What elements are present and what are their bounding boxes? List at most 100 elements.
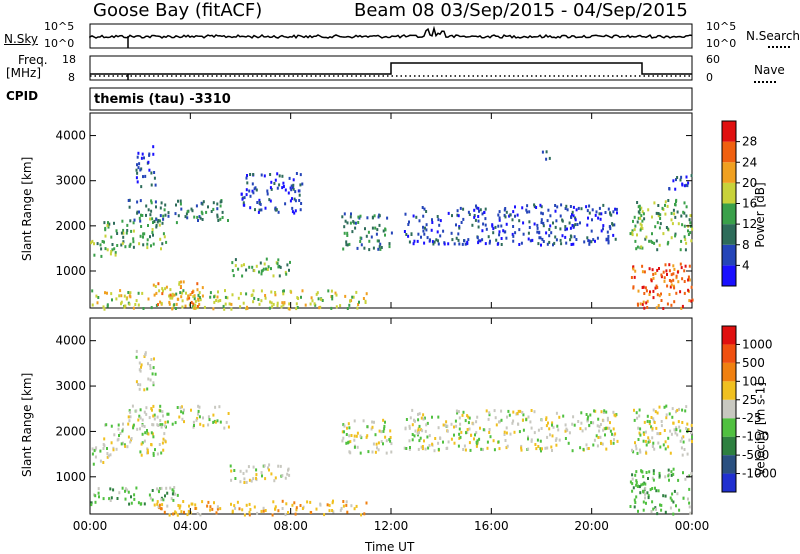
power-cell: [171, 307, 174, 311]
velocity-cell: [679, 439, 682, 443]
power-cell: [528, 210, 531, 214]
velocity-cell: [105, 423, 108, 427]
velocity-cell: [687, 428, 690, 432]
velocity-cell: [141, 424, 144, 428]
velocity-cell: [353, 507, 356, 511]
power-cell: [596, 236, 599, 240]
velocity-cell: [650, 425, 653, 429]
power-cell: [641, 246, 644, 250]
velocity-cell: [411, 408, 414, 412]
power-cell: [422, 229, 425, 233]
power-cell: [376, 239, 379, 243]
power-cell: [484, 242, 487, 246]
velocity-cell: [91, 452, 94, 456]
velocity-cell: [474, 433, 476, 437]
power-cell: [136, 163, 138, 167]
power-cell: [239, 305, 242, 309]
power-cell: [136, 155, 139, 159]
power-cell: [657, 214, 660, 218]
velocity-cell: [640, 469, 643, 473]
power-cell: [496, 242, 499, 246]
velocity-colorbar-tick-label: 500: [742, 356, 765, 370]
power-cell: [359, 214, 362, 218]
power-cell: [614, 237, 617, 241]
power-cell: [339, 304, 342, 308]
power-cell: [258, 198, 261, 202]
velocity-cell: [156, 500, 159, 504]
power-cell: [129, 291, 132, 295]
power-cell: [186, 216, 189, 220]
power-cell: [378, 214, 381, 218]
velocity-cell: [152, 451, 155, 455]
velocity-cell: [122, 427, 124, 431]
velocity-cell: [585, 443, 588, 447]
power-cell: [152, 145, 155, 149]
velocity-cell: [413, 418, 415, 422]
velocity-cell: [585, 413, 588, 416]
velocity-cell: [110, 424, 113, 428]
power-cell: [162, 232, 165, 236]
velocity-cell: [667, 445, 670, 449]
velocity-cell: [550, 445, 553, 449]
velocity-cell: [646, 491, 649, 495]
velocity-cell: [567, 441, 570, 445]
velocity-cell: [606, 416, 609, 420]
velocity-cell: [512, 410, 515, 414]
velocity-cell: [655, 507, 657, 511]
power-cell: [153, 219, 156, 223]
power-cell: [488, 241, 491, 245]
velocity-cell: [234, 506, 237, 510]
power-cell: [685, 214, 688, 218]
power-cell: [687, 181, 690, 185]
velocity-cell: [102, 497, 105, 501]
power-cell: [309, 302, 312, 306]
power-cell: [505, 210, 508, 214]
power-cell: [216, 202, 219, 206]
velocity-cell: [284, 513, 287, 517]
power-cell: [475, 204, 477, 208]
power-cell: [368, 239, 371, 243]
velocity-cell: [629, 480, 632, 484]
power-cell: [665, 269, 668, 273]
velocity-cell: [159, 487, 162, 491]
power-cell: [126, 223, 129, 227]
power-cell: [477, 225, 480, 229]
power-cell: [684, 238, 687, 241]
velocity-cell: [281, 507, 284, 510]
velocity-cell: [287, 467, 290, 471]
power-cell: [425, 228, 428, 232]
power-cell: [453, 242, 456, 246]
velocity-cell: [639, 433, 642, 437]
power-cell: [177, 199, 179, 203]
power-cell: [162, 214, 165, 218]
velocity-cell: [571, 449, 574, 453]
power-cell: [670, 283, 673, 287]
power-cell: [234, 264, 237, 268]
power-cell: [648, 267, 651, 271]
velocity-cell: [319, 502, 322, 506]
power-cell: [672, 264, 675, 268]
power-cell: [201, 286, 204, 290]
power-cell: [605, 237, 608, 241]
power-cell: [415, 215, 418, 219]
velocity-cell: [385, 439, 388, 443]
power-cell: [129, 242, 132, 246]
power-cell: [371, 226, 374, 230]
velocity-cell: [168, 513, 171, 517]
power-cell: [640, 214, 643, 218]
velocity-cell: [152, 414, 155, 418]
power-cell: [135, 168, 138, 172]
power-cell: [241, 274, 244, 278]
velocity-cell: [132, 423, 135, 427]
velocity-cell: [614, 414, 617, 418]
power-cell: [597, 216, 600, 220]
velocity-cell: [127, 490, 130, 494]
power-cell: [293, 197, 296, 201]
velocity-cell: [598, 425, 601, 429]
velocity-cell: [390, 442, 393, 446]
power-cell: [660, 292, 662, 296]
power-cell: [403, 230, 406, 233]
power-cell: [681, 182, 684, 186]
velocity-cell: [285, 502, 288, 506]
velocity-cell: [558, 415, 561, 419]
